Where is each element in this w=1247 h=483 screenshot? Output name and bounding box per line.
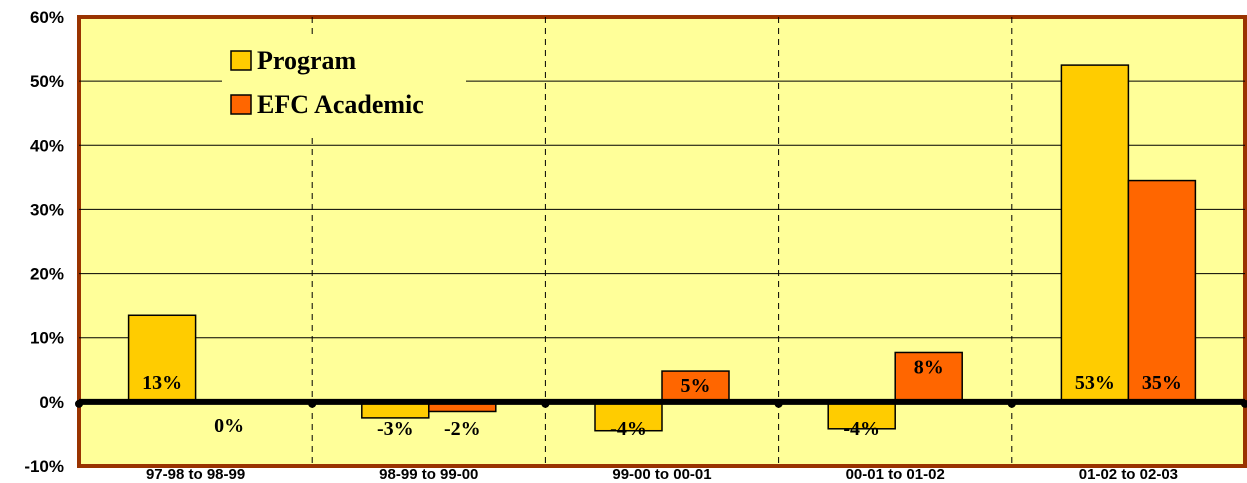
x-tick-label: 99-00 to 00-01 [612, 466, 711, 483]
data-label: -2% [444, 418, 481, 440]
y-tick-label: 0% [39, 393, 64, 412]
legend-label-program: Program [257, 46, 356, 75]
data-label: 35% [1142, 372, 1182, 394]
axis-tick-mark [308, 399, 317, 408]
bar [127, 314, 197, 403]
data-label: 53% [1075, 372, 1115, 394]
data-label: 0% [214, 415, 244, 437]
axis-tick-mark [75, 399, 83, 408]
y-tick-label: 50% [30, 72, 64, 91]
axis-tick-mark [774, 399, 783, 408]
axis-tick-mark [541, 399, 550, 408]
x-tick-label: 01-02 to 02-03 [1079, 466, 1178, 483]
y-tick-label: 40% [30, 136, 64, 155]
bar [1060, 64, 1130, 403]
x-tick-label: 98-99 to 99-00 [379, 466, 478, 483]
x-tick-label: 00-01 to 01-02 [846, 466, 945, 483]
data-label: 8% [914, 356, 944, 378]
bar [827, 401, 896, 430]
data-label: -4% [843, 418, 880, 440]
y-tick-label: -10% [24, 457, 64, 476]
legend-swatch-efc-academic [230, 94, 252, 115]
y-tick-label: 60% [30, 8, 64, 27]
data-label: 13% [142, 372, 182, 394]
data-label: 5% [681, 375, 711, 397]
axis-tick-mark [1007, 399, 1016, 408]
data-label: -3% [377, 418, 414, 440]
y-tick-label: 20% [30, 265, 64, 284]
y-tick-label: 30% [30, 200, 64, 219]
axis-tick-mark [1241, 399, 1247, 408]
y-tick-label: 10% [30, 329, 64, 348]
x-tick-label: 97-98 to 98-99 [146, 466, 245, 483]
legend-box [222, 38, 466, 134]
bar [1127, 179, 1197, 403]
legend-swatch-program [230, 50, 252, 71]
bar [894, 351, 963, 403]
legend-label-efc-academic: EFC Academic [257, 90, 424, 119]
legend: Program EFC Academic [222, 38, 466, 134]
data-label: -4% [610, 418, 647, 440]
